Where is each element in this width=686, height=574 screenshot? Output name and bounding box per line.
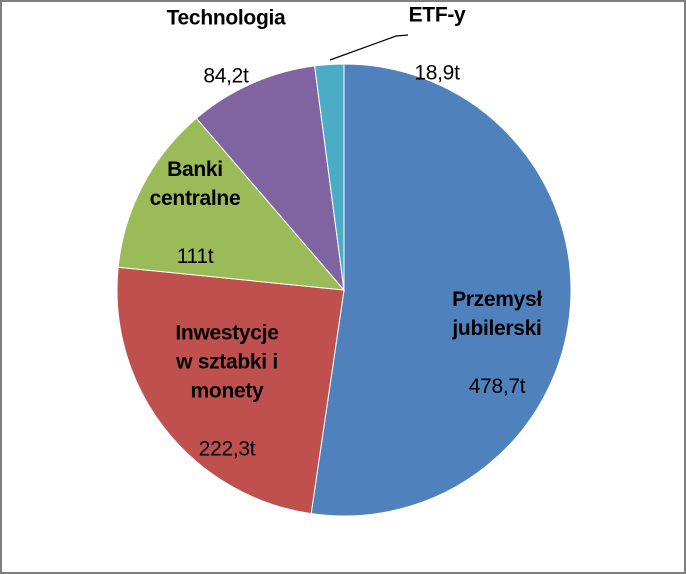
label-etf-value: 18,9t [414,61,460,85]
label-banki-centralne-value: 111t [176,245,214,268]
label-technologia: Technologia 84,2t [166,2,286,120]
label-etf: ETF-y 18,9t [408,2,466,117]
pie-slice-banki-centralne [117,117,346,291]
pie-slice-inwestycje-w-sztabki-i-monety [116,266,345,515]
label-przemysl-jubilerski: Przemysł jubilerski 478,7t [452,256,542,430]
label-technologia-value: 84,2t [203,64,249,88]
label-etf-name: ETF-y [408,3,466,27]
leader-line-etf [329,34,409,61]
label-banki-centralne: Banki centralne 111t [150,126,241,300]
pie-slice-przemysł-jubilerski [310,63,572,517]
label-technologia-name: Technologia [166,6,286,30]
label-banki-centralne-name: Banki centralne [149,158,241,210]
label-przemysl-jubilerski-name: Przemysł jubilerski [452,288,542,340]
pie-slice-technologia [195,65,345,292]
pie-slices-group [116,63,572,517]
label-inwestycje-name: Inwestycje w sztabki i monety [175,321,279,403]
label-inwestycje-value: 222,3t [198,437,256,461]
label-przemysl-jubilerski-value: 478,7t [468,375,526,398]
pie-slice-etf-y [314,63,345,291]
label-inwestycje: Inwestycje w sztabki i monety 222,3t [175,290,279,493]
